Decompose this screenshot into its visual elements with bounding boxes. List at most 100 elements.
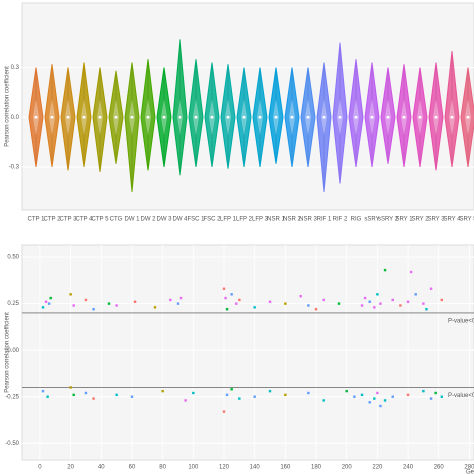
x-tick-label: CTP 5 xyxy=(92,217,110,223)
x-tick-label: DW 2 xyxy=(141,217,157,223)
x-tick-label: LFP 2 xyxy=(236,217,253,223)
x-tick-label: 180 xyxy=(311,465,322,471)
point xyxy=(434,391,437,395)
median-point xyxy=(242,115,246,119)
x-tick-label: sSRY 2 xyxy=(378,217,399,223)
median-point xyxy=(274,115,278,119)
point xyxy=(391,395,394,398)
point xyxy=(72,393,75,397)
median-point xyxy=(98,115,102,119)
median-point xyxy=(466,115,470,119)
point xyxy=(133,300,137,303)
x-tick-label: NSR 1 xyxy=(267,217,285,223)
x-tick-label: RIG xyxy=(351,217,362,223)
violin xyxy=(172,39,188,176)
violin xyxy=(316,62,332,192)
violin xyxy=(268,67,284,164)
point xyxy=(192,391,195,395)
median-point xyxy=(402,115,406,119)
x-axis-label: Ge xyxy=(466,470,474,474)
x-tick-label: SRY 3 xyxy=(427,217,445,223)
point xyxy=(307,391,310,395)
point xyxy=(406,393,410,397)
x-tick-label: LFP 1 xyxy=(220,217,237,223)
y-tick-label: 0.3 xyxy=(11,65,20,71)
median-point xyxy=(194,115,198,119)
violin xyxy=(188,59,204,168)
point xyxy=(284,302,287,305)
x-tick-label: 0 xyxy=(38,465,42,471)
point xyxy=(44,300,48,303)
median-point xyxy=(306,115,310,119)
median-point xyxy=(434,115,438,119)
point xyxy=(373,397,376,400)
x-tick-label: CTP 3 xyxy=(60,217,78,223)
violin xyxy=(44,64,60,168)
median-point xyxy=(450,115,454,119)
point xyxy=(322,298,325,302)
median-point xyxy=(290,115,294,119)
x-tick-label: SRY 1 xyxy=(395,217,413,223)
point xyxy=(391,298,394,302)
x-tick-label: 100 xyxy=(188,465,199,471)
point xyxy=(373,306,376,309)
median-point xyxy=(82,115,86,119)
violin xyxy=(204,62,220,168)
point xyxy=(184,399,187,402)
violin xyxy=(348,59,364,168)
median-point xyxy=(210,115,214,119)
x-tick-label: CTP 4 xyxy=(76,217,94,223)
point xyxy=(225,308,229,311)
point xyxy=(368,401,371,404)
x-tick-label: DW 1 xyxy=(125,217,141,223)
x-tick-label: CTP 2 xyxy=(44,217,62,223)
median-point xyxy=(66,115,70,119)
violin xyxy=(76,62,92,168)
median-point xyxy=(146,115,150,119)
x-tick-label: 20 xyxy=(67,465,74,471)
y-tick-label: 0.50 xyxy=(7,255,19,261)
point xyxy=(47,302,51,305)
point xyxy=(268,389,272,393)
point xyxy=(376,293,379,296)
point xyxy=(224,296,227,300)
point xyxy=(230,293,233,296)
point xyxy=(115,304,118,307)
x-tick-label: 200 xyxy=(342,465,353,471)
median-point xyxy=(322,115,326,119)
point xyxy=(360,393,364,397)
y-tick-label: -0.25 xyxy=(5,394,19,400)
median-point xyxy=(354,115,358,119)
point xyxy=(72,304,75,307)
violin xyxy=(92,67,108,172)
x-tick-label: NSR 2 xyxy=(283,217,301,223)
point xyxy=(69,293,72,296)
x-tick-label: RIF 1 xyxy=(317,217,332,223)
point xyxy=(107,302,111,305)
point xyxy=(422,389,425,393)
violin xyxy=(380,67,396,164)
x-tick-label: 260 xyxy=(434,465,445,471)
x-tick-label: 60 xyxy=(129,465,136,471)
x-tick-label: 160 xyxy=(280,465,291,471)
point xyxy=(322,399,325,402)
median-point xyxy=(34,115,38,119)
point xyxy=(414,293,417,296)
x-tick-label: RIF 2 xyxy=(333,217,348,223)
x-tick-label: 80 xyxy=(159,465,166,471)
violin xyxy=(332,42,348,184)
point xyxy=(225,393,229,397)
point xyxy=(383,268,387,272)
point xyxy=(92,397,95,400)
median-point xyxy=(338,115,342,119)
violin xyxy=(60,67,76,171)
threshold-label: P-value<0 xyxy=(448,393,474,399)
point xyxy=(314,308,318,311)
median-point xyxy=(114,115,118,119)
violin xyxy=(364,62,380,168)
median-point xyxy=(226,115,230,119)
point xyxy=(41,389,45,393)
point xyxy=(69,386,72,389)
point xyxy=(235,302,238,305)
point xyxy=(363,296,367,300)
